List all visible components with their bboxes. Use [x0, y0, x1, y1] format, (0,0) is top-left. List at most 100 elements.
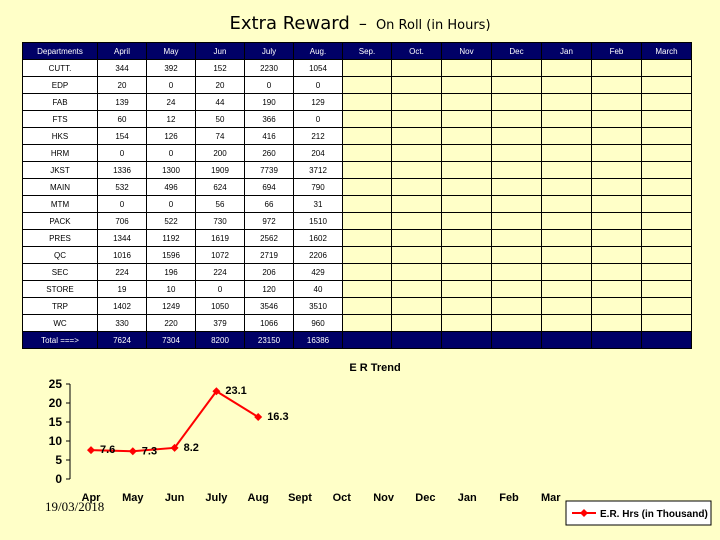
empty-cell — [391, 263, 442, 281]
empty-cell — [441, 314, 492, 332]
x-tick-label: Feb — [499, 492, 519, 504]
title-separator: – — [358, 14, 367, 33]
table-row: WC 330 220 379 1066 960 — [22, 314, 692, 332]
empty-cell — [342, 280, 392, 298]
value-cell: 1344 — [97, 229, 147, 247]
empty-cell — [641, 110, 692, 128]
department-cell: HKS — [22, 127, 98, 145]
data-label: 8.2 — [184, 442, 199, 454]
column-header-month: Oct. — [391, 42, 442, 60]
column-header-month: March — [641, 42, 692, 60]
empty-cell — [591, 93, 642, 111]
empty-cell — [591, 280, 642, 298]
empty-cell — [391, 110, 442, 128]
value-cell: 344 — [97, 59, 147, 77]
empty-cell — [541, 280, 592, 298]
empty-cell — [641, 59, 692, 77]
data-point-marker — [212, 387, 221, 396]
empty-cell — [491, 246, 542, 264]
value-cell: 1602 — [293, 229, 343, 247]
value-cell: 1619 — [195, 229, 245, 247]
table-row: FTS 60 12 50 366 0 — [22, 110, 692, 128]
x-tick-label: Nov — [373, 492, 395, 504]
empty-cell — [491, 110, 542, 128]
empty-cell — [441, 331, 492, 349]
value-cell: 1072 — [195, 246, 245, 264]
value-cell: 0 — [146, 76, 196, 94]
value-cell: 152 — [195, 59, 245, 77]
table-row: TRP 1402 1249 1050 3546 3510 — [22, 297, 692, 315]
value-cell: 120 — [244, 280, 294, 298]
empty-cell — [391, 93, 442, 111]
empty-cell — [491, 229, 542, 247]
table-row: PACK 706 522 730 972 1510 — [22, 212, 692, 230]
department-cell: MAIN — [22, 178, 98, 196]
empty-cell — [541, 127, 592, 145]
legend-marker — [580, 509, 588, 517]
empty-cell — [342, 127, 392, 145]
empty-cell — [641, 331, 692, 349]
department-cell: JKST — [22, 161, 98, 179]
empty-cell — [491, 127, 542, 145]
value-cell: 1050 — [195, 297, 245, 315]
empty-cell — [342, 195, 392, 213]
y-tick-label: 15 — [49, 415, 63, 429]
empty-cell — [541, 212, 592, 230]
empty-cell — [641, 127, 692, 145]
empty-cell — [342, 110, 392, 128]
empty-cell — [342, 144, 392, 162]
department-cell: TRP — [22, 297, 98, 315]
data-point-marker — [254, 413, 263, 422]
empty-cell — [641, 144, 692, 162]
department-cell: FTS — [22, 110, 98, 128]
empty-cell — [342, 314, 392, 332]
column-header-month: Aug. — [293, 42, 343, 60]
column-header-month: Jun — [195, 42, 245, 60]
empty-cell — [541, 144, 592, 162]
empty-cell — [491, 76, 542, 94]
value-cell: 392 — [146, 59, 196, 77]
value-cell: 126 — [146, 127, 196, 145]
empty-cell — [391, 212, 442, 230]
value-cell: 74 — [195, 127, 245, 145]
data-label: 7.6 — [100, 444, 115, 456]
value-cell: 0 — [293, 76, 343, 94]
empty-cell — [491, 263, 542, 281]
x-tick-label: Oct — [333, 492, 352, 504]
empty-cell — [541, 195, 592, 213]
table-row: SEC 224 196 224 206 429 — [22, 263, 692, 281]
table-row: JKST 1336 1300 1909 7739 3712 — [22, 161, 692, 179]
empty-cell — [391, 161, 442, 179]
value-cell: 44 — [195, 93, 245, 111]
value-cell: 200 — [195, 144, 245, 162]
value-cell: 220 — [146, 314, 196, 332]
x-tick-label: May — [122, 492, 144, 504]
value-cell: 2719 — [244, 246, 294, 264]
column-header-departments: Departments — [22, 42, 98, 60]
value-cell: 0 — [97, 195, 147, 213]
y-tick-label: 5 — [55, 453, 62, 467]
table-row: CUTT. 344 392 152 2230 1054 — [22, 59, 692, 77]
value-cell: 224 — [97, 263, 147, 281]
value-cell: 0 — [146, 195, 196, 213]
empty-cell — [541, 178, 592, 196]
value-cell: 960 — [293, 314, 343, 332]
empty-cell — [391, 246, 442, 264]
x-tick-label: Apr — [82, 492, 102, 504]
value-cell: 1066 — [244, 314, 294, 332]
data-point-marker — [128, 447, 137, 456]
value-cell: 972 — [244, 212, 294, 230]
value-cell: 429 — [293, 263, 343, 281]
value-cell: 1300 — [146, 161, 196, 179]
empty-cell — [541, 263, 592, 281]
empty-cell — [441, 246, 492, 264]
value-cell: 1596 — [146, 246, 196, 264]
department-cell: HRM — [22, 144, 98, 162]
value-cell: 379 — [195, 314, 245, 332]
value-cell: 154 — [97, 127, 147, 145]
x-tick-label: Sept — [288, 492, 312, 504]
empty-cell — [541, 246, 592, 264]
empty-cell — [441, 178, 492, 196]
empty-cell — [491, 297, 542, 315]
department-cell: SEC — [22, 263, 98, 281]
